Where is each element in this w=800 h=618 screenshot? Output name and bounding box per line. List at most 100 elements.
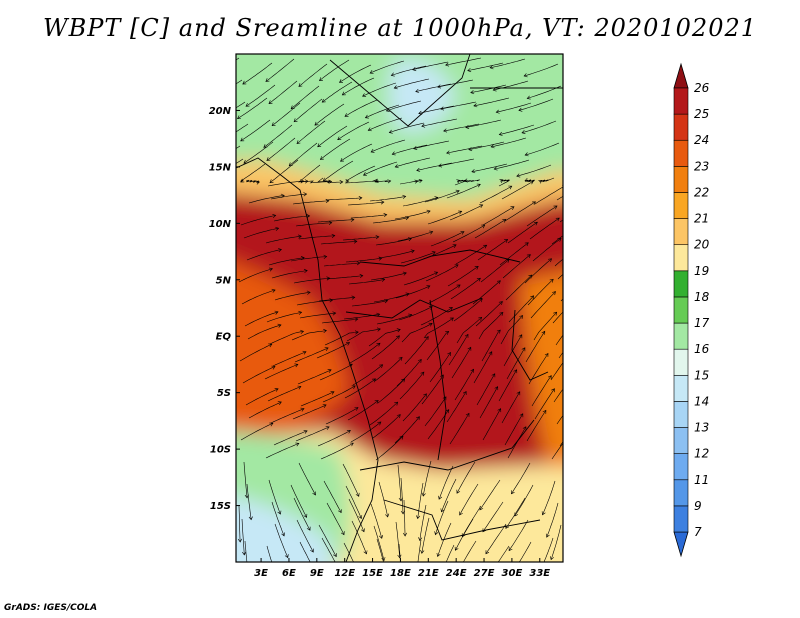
border-line: [329, 54, 471, 127]
streamline-arrow: [367, 127, 372, 132]
streamline-arrow: [470, 368, 474, 373]
streamline-arrow: [277, 510, 282, 515]
streamline-arrow: [298, 310, 303, 315]
streamline: [344, 99, 378, 117]
streamline: [447, 266, 479, 287]
streamline-arrow: [575, 395, 578, 399]
streamline-arrow: [442, 396, 447, 401]
streamline-arrow: [474, 266, 479, 270]
streamline-arrow: [526, 254, 531, 259]
streamline-arrow: [518, 334, 523, 339]
streamline: [318, 297, 355, 302]
streamline: [350, 421, 382, 443]
streamline: [240, 119, 271, 142]
colorbar-label: 15: [694, 368, 709, 382]
field-region-southeast-coast: [520, 271, 563, 472]
streamline: [453, 298, 483, 322]
streamline: [349, 342, 381, 364]
streamline-arrow: [580, 243, 584, 246]
streamline: [243, 227, 279, 239]
streamline-arrow: [237, 115, 242, 120]
streamline: [378, 481, 388, 517]
streamline-arrow: [363, 550, 368, 555]
streamline-arrow: [242, 80, 247, 85]
streamline-arrow: [452, 244, 457, 248]
streamline-arrow: [358, 515, 363, 520]
colorbar-swatch: [673, 374, 689, 402]
streamline: [482, 408, 501, 441]
streamline: [404, 336, 429, 365]
streamline: [372, 414, 401, 439]
streamline-arrow: [493, 166, 498, 171]
streamline-arrow: [383, 213, 388, 218]
chart-title: WBPT [C] and Sreamline at 1000hPa, VT: 2…: [42, 14, 758, 42]
streamline-arrow: [415, 88, 420, 93]
streamline: [321, 318, 358, 324]
streamline: [465, 119, 502, 128]
streamline-arrow: [481, 224, 486, 229]
streamline-arrow: [521, 347, 526, 352]
streamline-arrow: [326, 276, 331, 281]
streamline-arrow: [345, 342, 351, 346]
streamline: [373, 525, 385, 561]
streamline: [534, 388, 555, 420]
streamline: [273, 430, 308, 446]
streamline-arrow: [242, 551, 247, 556]
streamline: [376, 538, 384, 562]
colorbar-label: 23: [694, 159, 709, 173]
streamline: [554, 258, 563, 267]
streamline-arrow: [476, 183, 481, 188]
streamline: [323, 262, 360, 267]
streamline-arrow: [245, 102, 250, 107]
streamline: [454, 369, 474, 401]
streamline-arrow: [325, 426, 330, 430]
streamline: [371, 335, 400, 360]
border-line: [511, 309, 549, 381]
streamline: [529, 217, 560, 240]
colorbar-label: 26: [694, 81, 710, 95]
streamline-arrow: [488, 351, 493, 356]
streamline-arrow: [340, 157, 345, 162]
streamline-arrow: [268, 267, 273, 272]
streamline-arrow: [378, 256, 383, 261]
streamline-arrow: [323, 254, 328, 259]
streamline-arrow: [212, 174, 216, 177]
streamline: [526, 410, 547, 442]
streamline: [369, 196, 406, 202]
streamline: [321, 537, 336, 562]
streamline: [265, 235, 302, 244]
streamline: [418, 105, 455, 114]
streamline: [296, 519, 314, 553]
streamline-arrow: [585, 182, 589, 185]
streamline-arrow: [401, 378, 406, 383]
streamline: [485, 523, 507, 554]
streamline: [266, 545, 273, 562]
streamline-arrow: [407, 237, 412, 242]
streamline: [427, 211, 462, 225]
streamline: [238, 268, 273, 283]
y-tick-label: 10S: [210, 445, 231, 456]
streamline-arrow: [516, 391, 521, 396]
streamline: [505, 274, 533, 301]
colorbar-swatch: [673, 87, 689, 115]
streamline-arrow: [294, 363, 299, 368]
streamline-arrow: [498, 301, 503, 305]
streamline-arrow: [240, 178, 245, 183]
streamline-arrow: [434, 531, 439, 536]
streamline-arrow: [300, 179, 305, 184]
streamline-arrow: [268, 343, 273, 348]
border-line: [429, 299, 447, 461]
streamline: [403, 271, 438, 286]
colorbar-swatch: [673, 296, 689, 324]
x-tick-label: 33E: [529, 568, 550, 579]
streamline: [396, 359, 422, 387]
streamline: [320, 442, 354, 460]
streamline-arrow: [300, 407, 305, 412]
streamline: [272, 351, 307, 367]
streamline-arrow: [331, 233, 336, 238]
streamline-arrow: [397, 554, 402, 559]
streamline-arrow: [266, 157, 271, 161]
streamline-arrow: [417, 358, 422, 363]
streamline-arrow: [385, 513, 390, 518]
